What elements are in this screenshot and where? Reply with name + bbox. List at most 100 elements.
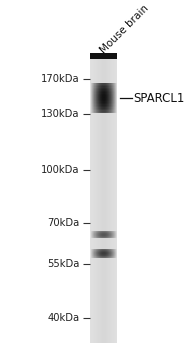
- Bar: [100, 95, 101, 97]
- Bar: [90, 254, 91, 255]
- Bar: [94, 103, 95, 104]
- Bar: [99, 107, 100, 108]
- Bar: [116, 252, 117, 253]
- Bar: [109, 253, 110, 254]
- Bar: [102, 101, 103, 103]
- Bar: [92, 112, 93, 113]
- Bar: [96, 103, 97, 104]
- Bar: [116, 83, 117, 85]
- Bar: [115, 100, 116, 101]
- Bar: [116, 91, 117, 92]
- Bar: [115, 112, 116, 113]
- Bar: [90, 110, 91, 112]
- Bar: [90, 253, 91, 254]
- Bar: [93, 256, 94, 257]
- Bar: [100, 101, 101, 103]
- Bar: [100, 89, 101, 91]
- Bar: [106, 252, 107, 253]
- Bar: [115, 86, 116, 88]
- Bar: [100, 85, 101, 86]
- Bar: [110, 100, 111, 101]
- Bar: [95, 103, 96, 104]
- Bar: [116, 108, 117, 110]
- Bar: [105, 110, 106, 112]
- Bar: [107, 103, 108, 104]
- Bar: [105, 91, 106, 92]
- Bar: [94, 97, 95, 98]
- Bar: [109, 252, 110, 253]
- Bar: [103, 250, 104, 251]
- Bar: [91, 85, 92, 86]
- Bar: [116, 251, 117, 252]
- Bar: [109, 88, 110, 89]
- Bar: [111, 257, 112, 258]
- Bar: [91, 53, 92, 343]
- Bar: [105, 252, 106, 253]
- Bar: [115, 53, 116, 343]
- Bar: [91, 98, 92, 100]
- Bar: [94, 255, 95, 256]
- Bar: [97, 104, 98, 106]
- Bar: [101, 85, 102, 86]
- Bar: [96, 53, 97, 343]
- Bar: [90, 252, 91, 253]
- Bar: [97, 103, 98, 104]
- Bar: [91, 83, 92, 85]
- Text: 170kDa: 170kDa: [41, 75, 80, 84]
- Bar: [103, 95, 104, 97]
- Bar: [110, 256, 111, 257]
- Bar: [96, 251, 97, 252]
- Bar: [91, 108, 92, 110]
- Bar: [92, 97, 93, 98]
- Bar: [100, 100, 101, 101]
- Bar: [98, 254, 99, 255]
- Bar: [108, 112, 109, 113]
- Bar: [112, 97, 113, 98]
- Bar: [93, 53, 94, 343]
- Bar: [97, 89, 98, 91]
- Bar: [113, 100, 114, 101]
- Bar: [97, 92, 98, 94]
- Bar: [105, 100, 106, 101]
- Bar: [100, 53, 101, 343]
- Bar: [98, 101, 99, 103]
- Bar: [111, 251, 112, 252]
- Bar: [104, 112, 105, 113]
- Bar: [101, 251, 102, 252]
- Bar: [96, 94, 97, 95]
- Bar: [98, 104, 99, 106]
- Bar: [96, 256, 97, 257]
- Bar: [104, 110, 105, 112]
- Bar: [91, 256, 92, 257]
- Bar: [93, 94, 94, 95]
- Text: 70kDa: 70kDa: [47, 218, 80, 228]
- Bar: [115, 92, 116, 94]
- Bar: [111, 92, 112, 94]
- Bar: [105, 256, 106, 257]
- Bar: [105, 254, 106, 255]
- Bar: [115, 106, 116, 107]
- Bar: [111, 101, 112, 103]
- Bar: [96, 101, 97, 103]
- Bar: [110, 53, 111, 343]
- Bar: [112, 94, 113, 95]
- Bar: [107, 100, 108, 101]
- Bar: [98, 95, 99, 97]
- Bar: [91, 101, 92, 103]
- Bar: [99, 88, 100, 89]
- Bar: [92, 91, 93, 92]
- Bar: [107, 97, 108, 98]
- Bar: [103, 257, 104, 258]
- Bar: [95, 53, 96, 343]
- Text: Mouse brain: Mouse brain: [98, 3, 150, 56]
- Bar: [95, 257, 96, 258]
- Bar: [92, 101, 93, 103]
- Bar: [90, 97, 91, 98]
- Bar: [106, 95, 107, 97]
- Bar: [103, 110, 104, 112]
- Bar: [112, 92, 113, 94]
- Bar: [112, 255, 113, 256]
- Bar: [90, 250, 91, 251]
- Bar: [116, 101, 117, 103]
- Bar: [93, 106, 94, 107]
